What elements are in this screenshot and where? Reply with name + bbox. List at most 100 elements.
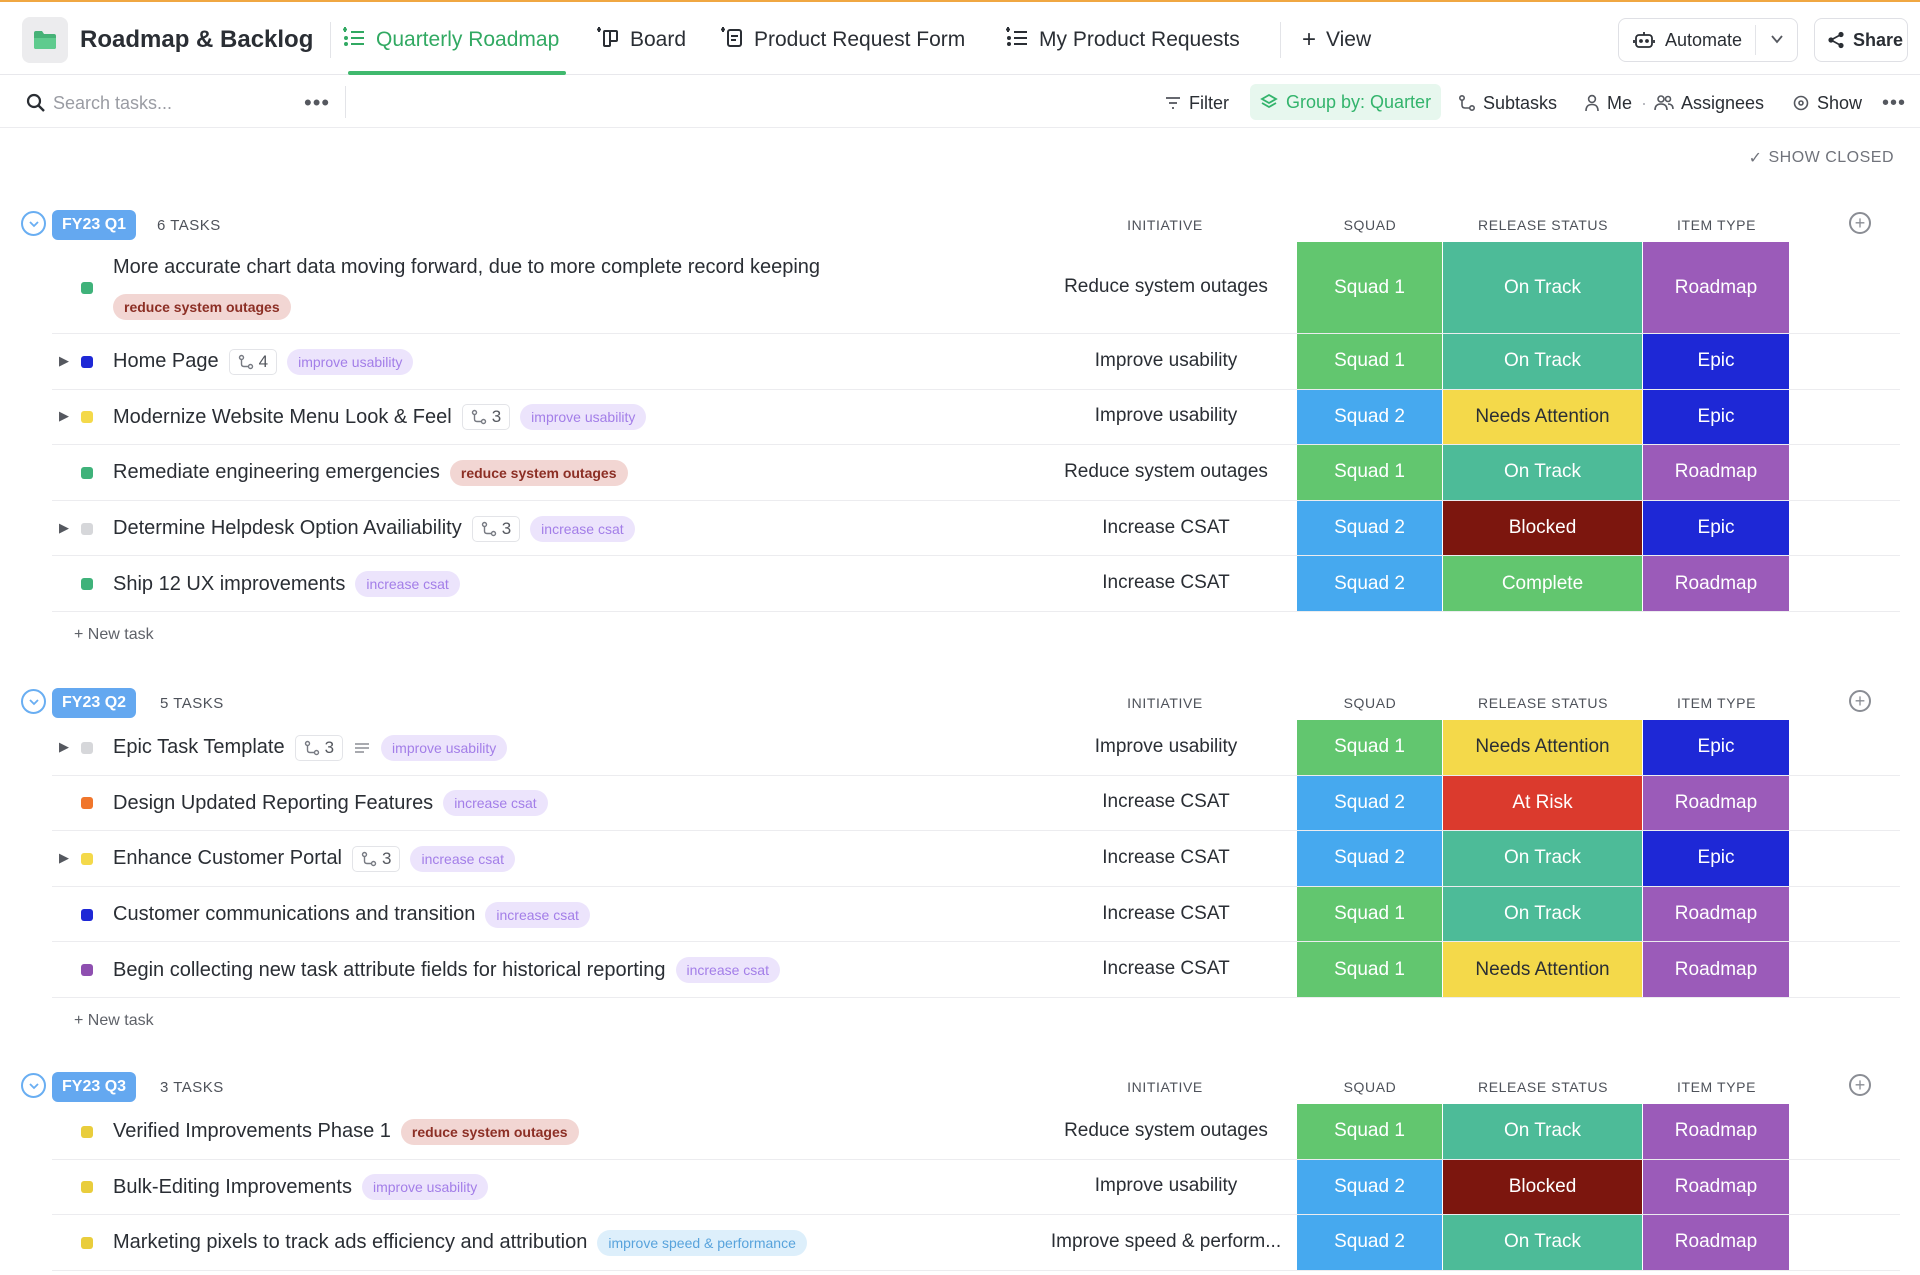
more-options-icon[interactable]: ••• <box>304 90 331 115</box>
item-type-cell[interactable]: Epic <box>1643 500 1790 556</box>
release-status-cell[interactable]: Blocked <box>1443 1159 1643 1215</box>
item-type-cell[interactable]: Epic <box>1643 831 1790 886</box>
squad-cell[interactable]: Squad 2 <box>1297 556 1443 611</box>
status-square-icon[interactable] <box>81 578 93 591</box>
item-type-cell[interactable]: Roadmap <box>1643 775 1790 831</box>
tag[interactable]: increase csat <box>675 957 780 984</box>
share-button[interactable]: Share <box>1814 18 1908 62</box>
initiative-cell[interactable]: Improve usability <box>1094 1175 1238 1197</box>
search-box[interactable]: Search tasks... <box>26 90 172 116</box>
task-name[interactable]: Bulk-Editing Improvements <box>113 1175 352 1198</box>
task-name-cell[interactable]: Epic Task Template 3 improve usability <box>113 734 508 762</box>
space-title[interactable]: Roadmap & Backlog <box>80 26 314 53</box>
task-name[interactable]: Home Page <box>113 350 219 373</box>
release-status-cell[interactable]: On Track <box>1443 831 1643 886</box>
assignees-button[interactable]: Assignees <box>1654 90 1764 116</box>
folder-icon[interactable] <box>22 17 68 63</box>
release-status-cell[interactable]: Needs Attention <box>1443 389 1643 445</box>
table-row[interactable]: Customer communications and transition in… <box>52 886 1900 943</box>
table-row[interactable]: Begin collecting new task attribute fiel… <box>52 942 1900 998</box>
column-header-initiative[interactable]: INITIATIVE <box>1127 1079 1203 1095</box>
group-badge[interactable]: FY23 Q1 <box>52 210 137 240</box>
squad-cell[interactable]: Squad 2 <box>1297 831 1443 886</box>
expand-arrow-icon[interactable]: ▶ <box>59 519 69 535</box>
squad-cell[interactable]: Squad 2 <box>1297 500 1443 556</box>
initiative-cell[interactable]: Reduce system outages <box>1064 276 1268 297</box>
collapse-toggle-icon[interactable] <box>21 211 46 236</box>
initiative-cell[interactable]: Improve usability <box>1094 405 1238 427</box>
task-name-cell[interactable]: Customer communications and transition in… <box>113 901 590 929</box>
task-name[interactable]: Verified Improvements Phase 1 <box>113 1120 391 1143</box>
task-name-cell[interactable]: Determine Helpdesk Option Availiability 3… <box>113 515 635 543</box>
item-type-cell[interactable]: Roadmap <box>1643 242 1790 333</box>
item-type-cell[interactable]: Roadmap <box>1643 886 1790 942</box>
initiative-cell[interactable]: Reduce system outages <box>1064 460 1268 482</box>
squad-cell[interactable]: Squad 2 <box>1297 389 1443 445</box>
status-square-icon[interactable] <box>81 1125 93 1138</box>
filter-button[interactable]: Filter <box>1164 90 1229 116</box>
chevron-down-icon[interactable] <box>1769 31 1785 52</box>
initiative-cell[interactable]: Reduce system outages <box>1064 1119 1268 1141</box>
squad-cell[interactable]: Squad 2 <box>1297 1215 1443 1270</box>
column-header-item-type[interactable]: ITEM TYPE <box>1676 217 1757 233</box>
table-row[interactable]: Design Updated Reporting Features increas… <box>52 775 1900 832</box>
initiative-cell[interactable]: Increase CSAT <box>1102 791 1230 813</box>
tag[interactable]: improve usability <box>361 1174 489 1201</box>
task-name[interactable]: Modernize Website Menu Look & Feel <box>113 405 452 428</box>
task-name-cell[interactable]: Bulk-Editing Improvements improve usabili… <box>113 1173 489 1201</box>
release-status-cell[interactable]: Blocked <box>1443 500 1643 556</box>
add-column-icon[interactable]: + <box>1849 690 1871 712</box>
release-status-cell[interactable]: On Track <box>1443 242 1643 333</box>
status-square-icon[interactable] <box>81 1236 93 1249</box>
task-name-cell[interactable]: More accurate chart data moving forward,… <box>113 256 820 279</box>
subtasks-button[interactable]: Subtasks <box>1458 90 1557 116</box>
table-row[interactable]: More accurate chart data moving forward,… <box>52 242 1900 334</box>
column-header-release-status[interactable]: RELEASE STATUS <box>1477 1079 1609 1095</box>
tag[interactable]: increase csat <box>410 845 515 872</box>
release-status-cell[interactable]: On Track <box>1443 886 1643 942</box>
release-status-cell[interactable]: Needs Attention <box>1443 720 1643 775</box>
tab-product-request-form[interactable]: Product Request Form <box>720 24 965 56</box>
tag[interactable]: improve usability <box>520 404 647 431</box>
tab-my-product-requests[interactable]: My Product Requests <box>1005 24 1240 56</box>
expand-arrow-icon[interactable]: ▶ <box>59 849 69 865</box>
column-header-initiative[interactable]: INITIATIVE <box>1127 695 1203 711</box>
task-name-cell[interactable]: Modernize Website Menu Look & Feel 3 impro… <box>113 403 647 431</box>
search-input[interactable]: Search tasks... <box>53 92 173 113</box>
task-name[interactable]: Enhance Customer Portal <box>113 847 343 870</box>
column-header-squad[interactable]: SQUAD <box>1343 217 1397 233</box>
release-status-cell[interactable]: On Track <box>1443 445 1643 500</box>
task-name[interactable]: Determine Helpdesk Option Availiability <box>113 517 462 540</box>
tag[interactable]: increase csat <box>485 901 590 928</box>
squad-cell[interactable]: Squad 1 <box>1297 242 1443 333</box>
expand-arrow-icon[interactable]: ▶ <box>59 352 69 368</box>
subtask-count[interactable]: 3 <box>352 845 401 872</box>
collapse-toggle-icon[interactable] <box>21 689 46 714</box>
tag[interactable]: improve usability <box>287 348 414 375</box>
group-by-button[interactable]: Group by: Quarter <box>1250 84 1442 120</box>
squad-cell[interactable]: Squad 1 <box>1297 334 1443 389</box>
show-closed-button[interactable]: ✓ SHOW CLOSED <box>1749 148 1894 168</box>
item-type-cell[interactable]: Epic <box>1643 720 1790 775</box>
initiative-cell[interactable]: Increase CSAT <box>1102 516 1230 538</box>
task-name[interactable]: Customer communications and transition <box>113 903 476 926</box>
task-name[interactable]: Ship 12 UX improvements <box>113 572 346 595</box>
add-view-button[interactable]: + View <box>1302 24 1371 56</box>
initiative-cell[interactable]: Improve speed & perform... <box>1050 1230 1282 1252</box>
squad-cell[interactable]: Squad 1 <box>1297 720 1443 775</box>
squad-cell[interactable]: Squad 2 <box>1297 775 1443 831</box>
tab-quarterly-roadmap[interactable]: Quarterly Roadmap <box>342 24 559 56</box>
squad-cell[interactable]: Squad 1 <box>1297 942 1443 997</box>
table-row[interactable]: Marketing pixels to track ads efficiency… <box>52 1215 1900 1271</box>
subtask-count[interactable]: 3 <box>294 734 344 761</box>
item-type-cell[interactable]: Roadmap <box>1643 445 1790 500</box>
column-header-initiative[interactable]: INITIATIVE <box>1127 217 1203 233</box>
initiative-cell[interactable]: Increase CSAT <box>1102 902 1230 924</box>
task-name[interactable]: More accurate chart data moving forward,… <box>113 256 821 278</box>
item-type-cell[interactable]: Roadmap <box>1643 1104 1790 1159</box>
status-square-icon[interactable] <box>81 1181 93 1194</box>
release-status-cell[interactable]: On Track <box>1443 334 1643 389</box>
column-header-item-type[interactable]: ITEM TYPE <box>1676 1079 1757 1095</box>
release-status-cell[interactable]: On Track <box>1443 1104 1643 1159</box>
status-square-icon[interactable] <box>81 852 93 865</box>
